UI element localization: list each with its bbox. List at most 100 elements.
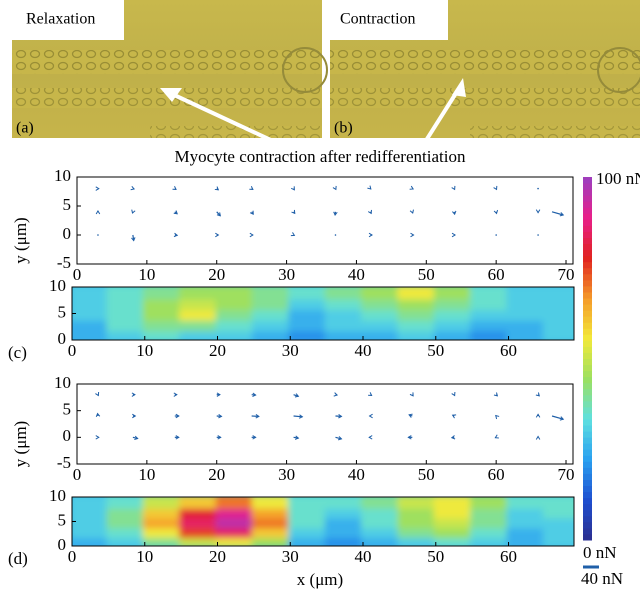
y-tick-label: -5 — [57, 253, 71, 272]
force-vector — [535, 209, 541, 214]
force-vector — [451, 210, 457, 216]
heatmap-cell — [506, 534, 547, 546]
x-tick-label: 60 — [500, 547, 517, 566]
force-vector — [493, 185, 498, 191]
force-vector — [97, 234, 99, 236]
vector-head — [218, 413, 223, 419]
heatmap-cell — [542, 287, 574, 300]
vector-head — [95, 186, 100, 191]
colorbar-step — [583, 382, 592, 390]
colorbar-step — [583, 503, 592, 511]
colorbar-step — [583, 267, 592, 275]
force-vector — [333, 211, 338, 216]
vector-head — [367, 185, 372, 190]
force-vector — [551, 415, 565, 421]
colorbar-step — [583, 533, 592, 541]
force-vector — [290, 232, 296, 237]
x-tick-label: 20 — [209, 547, 226, 566]
x-tick-label: 60 — [488, 465, 505, 484]
vector-head — [216, 392, 221, 397]
x-tick-label: 0 — [68, 341, 77, 360]
force-vector — [249, 186, 254, 190]
colorbar-step — [583, 237, 592, 245]
vector-head — [495, 414, 500, 420]
vector-head — [298, 414, 304, 419]
axes-box — [76, 383, 574, 465]
x-tick-label: 50 — [427, 341, 444, 360]
colorbar-step — [583, 183, 592, 190]
figure-title: Myocyte contraction after redifferentiat… — [175, 147, 466, 166]
y-tick-label: 5 — [63, 400, 72, 419]
x-tick-label: 40 — [348, 465, 365, 484]
colorbar-step — [583, 527, 592, 535]
colorbar-step — [583, 352, 592, 359]
force-vector — [407, 435, 413, 440]
colorbar-step — [583, 370, 592, 378]
x-tick-label: 40 — [355, 341, 372, 360]
heatmap-cell — [179, 497, 220, 509]
axes-box — [71, 286, 575, 341]
vector-head — [95, 391, 100, 397]
heatmap-cell — [324, 287, 366, 300]
y-tick-label: 0 — [63, 224, 72, 243]
vector-dot — [495, 234, 497, 236]
colorbar-step — [583, 394, 592, 402]
force-vector — [216, 211, 221, 217]
colorbar-step — [583, 515, 592, 523]
heatmap-cell — [215, 497, 256, 509]
colorbar-step — [583, 322, 592, 329]
vector-dot — [537, 187, 539, 190]
colorbar-label: 100 nN — [596, 169, 640, 188]
vector-head — [368, 435, 373, 440]
colorbar-step — [583, 177, 592, 184]
colorbar-step — [583, 388, 592, 396]
x-axis-label: x (μm) — [297, 570, 343, 589]
x-tick-label: 30 — [278, 465, 295, 484]
force-vector — [214, 186, 220, 191]
colorbar-step — [583, 189, 592, 196]
force-vector — [95, 210, 101, 215]
vector-head — [173, 232, 179, 238]
force-vector — [131, 392, 136, 397]
vector-head — [132, 413, 137, 419]
vector-head — [535, 413, 541, 418]
heatmap-cell — [251, 287, 293, 300]
colorbar-step — [583, 521, 592, 529]
colorbar-step — [583, 334, 592, 341]
force-vector — [95, 435, 100, 440]
vector-head — [451, 391, 456, 397]
y-tick-label: 5 — [63, 195, 72, 214]
colorbar-step — [583, 231, 592, 238]
panel-tag: (d) — [8, 549, 28, 568]
vector-head — [249, 232, 254, 238]
colorbar-step — [583, 207, 592, 214]
vector-head — [494, 434, 499, 439]
colorbar-step — [583, 298, 592, 305]
heatmap-cell — [433, 534, 475, 546]
heatmap-cell — [397, 534, 438, 546]
force-vector — [216, 392, 221, 397]
force-vector — [335, 413, 343, 419]
colorbar-step — [583, 509, 592, 517]
heatmap-cell — [397, 497, 438, 509]
vector-head — [410, 232, 415, 238]
colorbar-step — [583, 310, 592, 317]
force-vector — [95, 412, 101, 418]
force-vector — [293, 414, 304, 419]
vector-dot — [537, 234, 539, 236]
x-tick-label: 0 — [73, 265, 82, 284]
colorbar-step — [583, 443, 592, 450]
heatmap-cell — [288, 497, 329, 509]
force-vector — [535, 435, 541, 440]
x-tick-label: 40 — [355, 547, 372, 566]
force-vector — [95, 186, 100, 191]
force-vector — [332, 185, 337, 191]
vector-head — [337, 436, 343, 441]
colorbar-step — [583, 419, 592, 426]
colorbar-step — [583, 364, 592, 372]
force-vector — [174, 435, 180, 440]
colorbar-step — [583, 255, 592, 263]
force-vector — [410, 232, 415, 238]
force-vector — [293, 393, 300, 398]
colorbar-step — [583, 491, 592, 499]
